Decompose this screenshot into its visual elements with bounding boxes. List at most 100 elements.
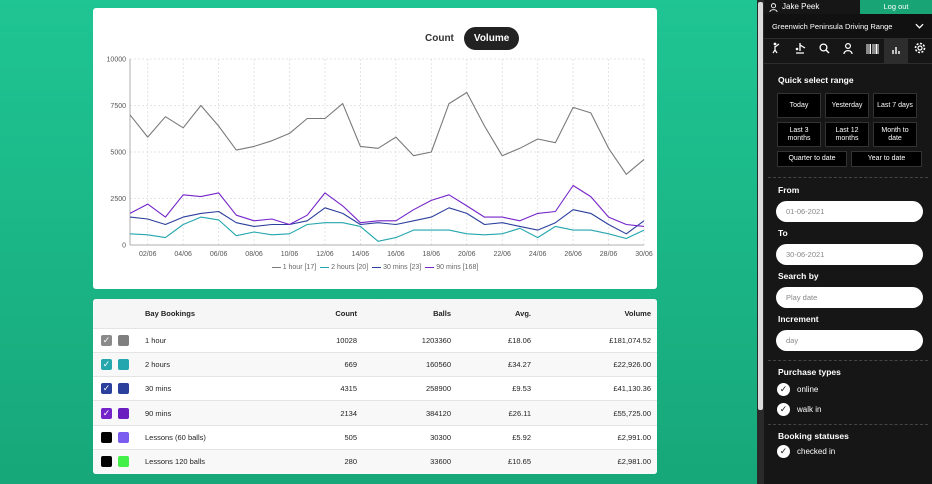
y-tick-label: 2500 [110,196,126,203]
booking-status-checked-in[interactable]: ✓ checked in [777,445,932,458]
scrollbar-thumb[interactable] [758,2,763,410]
nav-user-icon[interactable] [836,38,860,64]
row-checkbox[interactable]: ✓ [101,407,112,419]
quick-range-button[interactable]: Yesterday [825,93,869,118]
purchase-type-walk-in[interactable]: ✓ walk in [777,403,932,416]
quick-select-grid: Today Yesterday Last 7 days Last 3 months La… [777,93,922,147]
nav-search-icon[interactable] [812,38,836,64]
legend-label: 30 mins [23] [383,264,422,271]
header-balls: Balls [363,299,457,328]
check-icon: ✓ [777,403,790,416]
series-color-swatch[interactable] [118,383,129,395]
legend-label: 2 hours [20] [331,264,369,271]
series-color-swatch[interactable] [118,407,129,419]
row-select-cell: ✓ [93,376,145,401]
count-toggle-button[interactable]: Count [425,33,454,44]
bay-bookings-table: Bay Bookings Count Balls Avg. Volume ✓ 1… [93,299,657,474]
row-count: 280 [285,448,363,474]
legend-item[interactable]: 1 hour [17] [271,264,317,271]
row-name: Lessons 120 balls [145,448,285,474]
quick-range-button[interactable]: Today [777,93,821,118]
header-avg: Avg. [457,299,537,328]
row-avg: £18.06 [457,327,537,353]
logout-button[interactable]: Log out [860,0,932,14]
nav-settings-icon[interactable] [908,38,932,64]
row-select-cell: ✓ [93,327,145,353]
legend-swatch [320,266,330,268]
quick-range-button[interactable]: Last 7 days [873,93,917,118]
table-header-row: Bay Bookings Count Balls Avg. Volume [93,299,657,328]
site-selector[interactable]: Greenwich Peninsula Driving Range [764,14,932,38]
to-label: To [778,228,788,238]
row-balls: 160560 [363,351,457,377]
quick-range-button[interactable]: Last 3 months [777,122,821,147]
nav-golfer-icon[interactable] [764,38,788,64]
page-scrollbar[interactable] [757,0,764,484]
quick-range-button[interactable]: Year to date [851,151,922,167]
header-count: Count [285,299,363,328]
x-tick-label: 28/06 [600,251,618,258]
row-count: 2134 [285,400,363,426]
increment-select[interactable]: day [776,330,923,351]
legend-item[interactable]: 30 mins [23] [372,264,421,271]
row-avg: £26.11 [457,400,537,426]
purchase-type-online[interactable]: ✓ online [777,383,932,396]
x-tick-label: 30/06 [635,251,653,258]
divider [768,424,928,425]
booking-status-label: checked in [797,447,836,456]
series-color-swatch[interactable] [118,456,129,468]
series-line-0 [129,91,645,175]
quick-select-label: Quick select range [778,75,854,85]
row-checkbox[interactable] [101,431,112,443]
series-color-swatch[interactable] [118,358,129,370]
y-tick-label: 10000 [107,57,127,64]
x-tick-label: 14/06 [352,251,370,258]
nav-barcode-icon[interactable] [860,38,884,64]
increment-label: Increment [778,314,819,324]
x-tick-label: 04/06 [174,251,192,258]
row-checkbox[interactable]: ✓ [101,383,112,395]
user-name: Jake Peek [782,2,820,11]
x-tick-label: 10/06 [281,251,299,258]
quick-range-button[interactable]: Last 12 months [825,122,869,147]
divider [768,177,928,178]
quick-range-button[interactable]: Quarter to date [777,151,847,167]
table-row: ✓ 2 hours 669 160560 £34.27 £22,926.00 [93,351,657,377]
row-balls: 33600 [363,448,457,474]
series-line-1 [129,216,645,242]
header-select [93,299,145,328]
nav-reports-icon[interactable] [884,38,908,64]
series-color-swatch[interactable] [118,334,129,346]
metric-toggle: Count Volume [415,27,520,50]
row-balls: 258900 [363,376,457,401]
user-bar: Jake Peek Log out [764,0,932,14]
line-chart: 10000 7500 5000 2500 0 02/06 04/06 06/06 08/06 10… [107,57,653,259]
bay-bookings-table-card: Bay Bookings Count Balls Avg. Volume ✓ 1… [93,299,657,474]
quick-range-button[interactable]: Month to date [873,122,917,147]
purchase-type-label: walk in [797,405,822,414]
volume-toggle-button[interactable]: Volume [463,27,520,50]
row-select-cell [93,448,145,474]
row-checkbox[interactable]: ✓ [101,334,112,346]
row-checkbox[interactable]: ✓ [101,358,112,370]
site-name: Greenwich Peninsula Driving Range [772,21,893,31]
row-volume: £181,074.52 [537,327,657,353]
legend-swatch [425,266,435,268]
purchase-type-label: online [797,385,819,394]
nav-bay-icon[interactable] [788,38,812,64]
search-by-select[interactable]: Play date [776,287,923,308]
table-row: ✓ 1 hour 10028 1203360 £18.06 £181,074.5… [93,327,657,353]
sidebar-nav [764,38,932,64]
legend-item[interactable]: 90 mins [168] [425,264,478,271]
user-icon [769,2,778,12]
x-tick-label: 16/06 [387,251,405,258]
series-color-swatch[interactable] [118,431,129,443]
to-date-input[interactable]: 30-06-2021 [776,244,923,265]
legend-item[interactable]: 2 hours [20] [320,264,368,271]
row-checkbox[interactable] [101,456,112,468]
legend-label: 1 hour [17] [282,264,317,271]
row-select-cell: ✓ [93,351,145,377]
from-date-input[interactable]: 01-06-2021 [776,201,923,222]
row-name: 1 hour [145,327,285,353]
table-row: ✓ 90 mins 2134 384120 £26.11 £55,725.00 [93,400,657,426]
